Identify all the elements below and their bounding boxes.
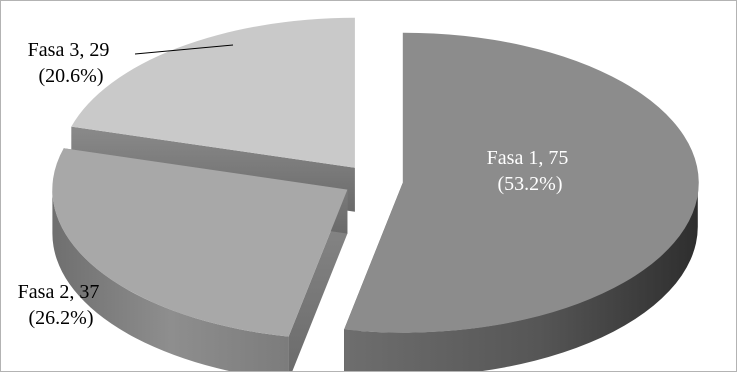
slice-label-fasa-1: Fasa 1, 75 (53.2%): [487, 147, 574, 195]
slice-fasa-1-side-0: [344, 182, 698, 371]
slice-label-fasa-2: Fasa 2, 37 (26.2%): [18, 281, 105, 329]
slice-label-fasa-1-line1: Fasa 1, 75: [487, 147, 569, 169]
slice-fasa-2-top: [52, 148, 348, 337]
slice-fasa-2-wall-start: [288, 189, 348, 371]
slice-label-fasa-2-line1: Fasa 2, 37: [18, 281, 100, 303]
slice-label-fasa-1-line2: (53.2%): [498, 173, 563, 195]
slice-label-fasa-2-line2: (26.2%): [29, 307, 94, 329]
slice-fasa-1-top: [344, 32, 699, 333]
slice-label-fasa-3-line2: (20.6%): [39, 65, 104, 87]
slice-fasa-2: [52, 148, 348, 371]
slice-fasa-2-side-0: [52, 189, 289, 371]
slice-fasa-1: [344, 32, 699, 371]
slice-label-fasa-3-line1: Fasa 3, 29: [28, 39, 110, 61]
slice-label-fasa-3: Fasa 3, 29 (20.6%): [28, 39, 115, 87]
slice-fasa-3-top: [71, 17, 355, 168]
leader-line-fasa-3: [134, 44, 234, 55]
